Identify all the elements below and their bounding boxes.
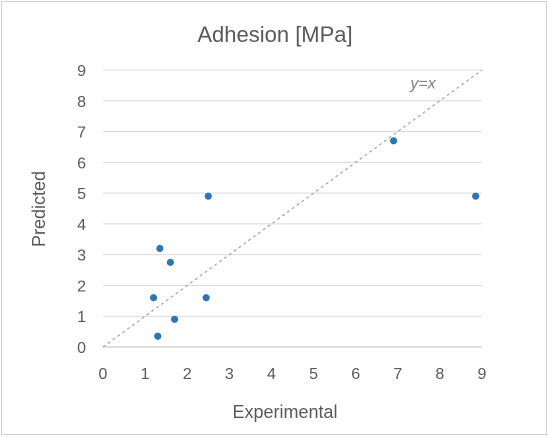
gridlines [103, 69, 482, 348]
x-tick-label-2: 2 [183, 366, 192, 383]
y-tick-label-5: 5 [77, 186, 86, 203]
x-tick-labels: 0 1 2 3 4 5 6 7 8 9 [99, 366, 487, 383]
y-tick-label-9: 9 [77, 63, 86, 80]
data-point-3 [166, 258, 174, 266]
data-point-2 [156, 244, 164, 253]
y-tick-label-1: 1 [77, 309, 86, 326]
chart-title: Adhesion [MPa] [197, 22, 352, 47]
data-point-8 [472, 192, 480, 200]
x-tick-label-8: 8 [435, 366, 444, 383]
y-tick-label-2: 2 [77, 278, 86, 295]
data-point-5 [202, 294, 210, 302]
x-tick-label-1: 1 [141, 366, 150, 383]
data-point-7 [389, 137, 398, 145]
x-tick-label-5: 5 [309, 366, 318, 383]
x-tick-label-7: 7 [393, 366, 402, 383]
data-point-1 [154, 332, 162, 340]
y-tick-label-8: 8 [77, 94, 86, 111]
y-axis-title: Predicted [29, 171, 49, 247]
y-tick-label-0: 0 [77, 340, 86, 357]
y-tick-label-4: 4 [77, 217, 86, 234]
y-tick-label-6: 6 [77, 155, 86, 172]
reference-line-label: y=x [409, 75, 436, 92]
y-tick-labels: 0 1 2 3 4 5 6 7 8 9 [77, 63, 86, 357]
x-axis-title: Experimental [232, 402, 337, 422]
x-tick-label-4: 4 [267, 366, 276, 383]
data-points [149, 137, 480, 340]
x-tick-label-9: 9 [478, 366, 487, 383]
x-tick-label-3: 3 [225, 366, 234, 383]
data-point-4 [170, 315, 179, 323]
y-tick-label-7: 7 [77, 125, 86, 142]
data-point-6 [204, 192, 212, 200]
x-tick-label-0: 0 [99, 366, 108, 383]
data-point-0 [149, 294, 158, 302]
reference-line [102, 69, 483, 348]
x-tick-label-6: 6 [351, 366, 360, 383]
y-tick-label-3: 3 [77, 248, 86, 265]
